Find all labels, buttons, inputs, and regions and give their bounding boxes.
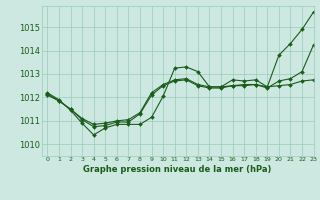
- X-axis label: Graphe pression niveau de la mer (hPa): Graphe pression niveau de la mer (hPa): [84, 165, 272, 174]
